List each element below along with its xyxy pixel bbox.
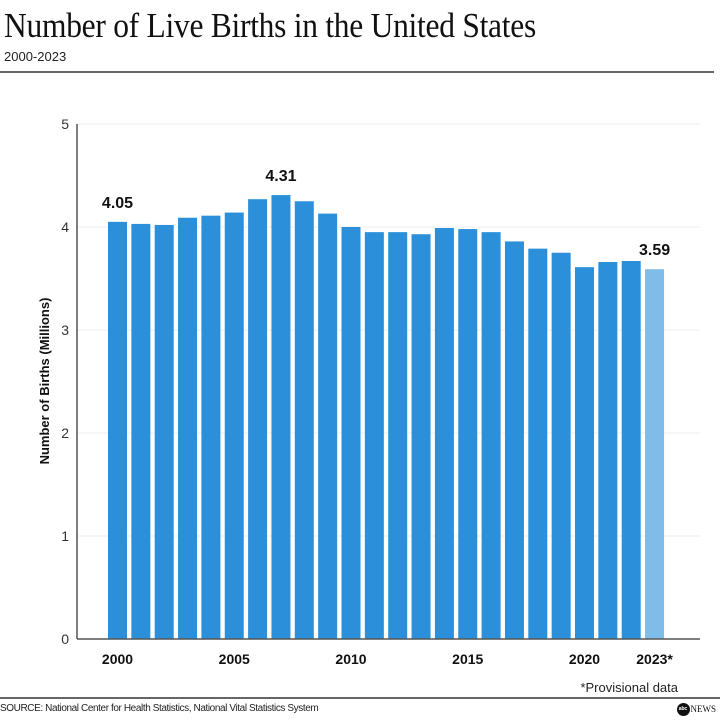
x-axis-ticks: 2000 2005 2010 2015 2020 2023*	[102, 651, 673, 667]
bar-2015	[458, 229, 478, 639]
bar-2000	[108, 221, 127, 639]
bar-2004	[201, 215, 221, 640]
bar-2019	[551, 252, 571, 639]
data-label: 3.59	[639, 242, 670, 259]
bar-2012	[388, 232, 408, 639]
source-note: SOURCE: National Center for Health Stati…	[0, 703, 319, 714]
bar-2006	[248, 199, 268, 639]
bar-2023	[645, 269, 665, 639]
bar-2018	[528, 248, 548, 639]
bar-2022	[621, 260, 641, 639]
x-tick-label: 2023*	[636, 651, 673, 667]
bar-2008	[294, 201, 314, 639]
chart-title: Number of Live Births in the United Stat…	[4, 6, 536, 45]
y-tick-label: 4	[61, 219, 69, 235]
y-axis-ticks: 0 1 2 3 4 5	[61, 116, 69, 647]
data-label: 4.31	[265, 168, 296, 185]
x-tick-label: 2015	[452, 651, 483, 667]
bar-2017	[504, 241, 524, 640]
header-divider	[0, 71, 714, 73]
bar-2013	[411, 234, 431, 639]
abc-news-logo: abc NEWS	[676, 702, 717, 716]
bar-2007	[271, 195, 291, 639]
data-label: 4.05	[102, 195, 133, 212]
chart-subtitle: 2000-2023	[4, 49, 67, 64]
bar-chart: 0 1 2 3 4 5 2000 2005 2010 2015 2020 2023* 4.05 4.3…	[37, 116, 700, 667]
x-tick-label: 2005	[219, 651, 250, 667]
bar-2016	[481, 232, 501, 639]
bar-2003	[178, 217, 198, 640]
bar-2020	[575, 267, 594, 639]
y-tick-label: 0	[61, 631, 69, 647]
bar-2021	[598, 262, 618, 639]
provisional-footnote: *Provisional data	[580, 680, 678, 695]
bar-2009	[318, 213, 338, 640]
y-tick-label: 3	[61, 322, 69, 338]
y-tick-label: 2	[61, 425, 69, 441]
bar-2014	[434, 228, 454, 639]
bar-2010	[341, 227, 361, 639]
bar-2001	[131, 223, 151, 639]
footer-divider	[0, 697, 720, 699]
data-labels: 4.05 4.31 3.59	[102, 168, 670, 259]
y-tick-label: 5	[61, 116, 69, 132]
y-tick-label: 1	[61, 528, 69, 544]
bar-2011	[364, 232, 384, 639]
bars	[108, 195, 665, 640]
x-tick-label: 2010	[335, 651, 366, 667]
bar-2005	[224, 212, 244, 639]
y-axis-label: Number of Births (Millions)	[37, 298, 52, 465]
x-tick-label: 2000	[102, 651, 133, 667]
logo-text: NEWS	[690, 704, 717, 714]
bar-2002	[154, 224, 174, 639]
x-tick-label: 2020	[569, 651, 600, 667]
abc-logo-icon: abc	[676, 702, 690, 716]
